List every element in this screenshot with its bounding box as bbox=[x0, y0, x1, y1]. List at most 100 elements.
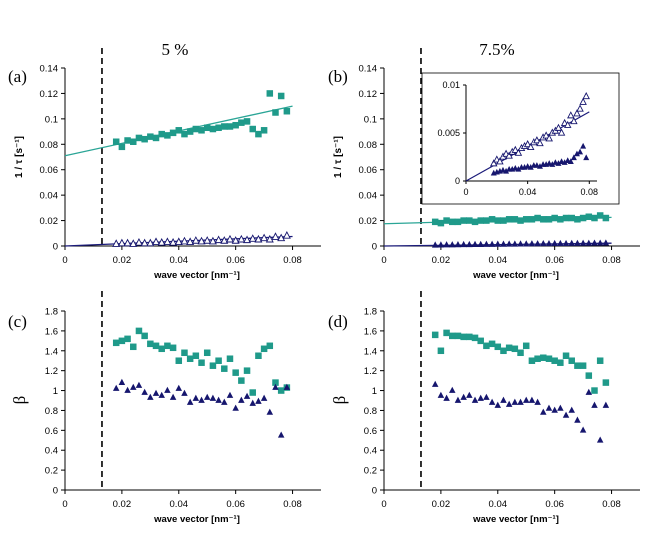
inset-point-b-0-27 bbox=[573, 109, 581, 117]
point-b-0-15 bbox=[517, 217, 524, 224]
point-a-1-29 bbox=[277, 233, 286, 242]
point-c-0-28 bbox=[272, 379, 279, 386]
point-a-0-13 bbox=[186, 128, 194, 135]
inset-frame-b bbox=[421, 72, 620, 205]
point-b-1-15 bbox=[517, 240, 524, 247]
point-c-0-17 bbox=[209, 362, 217, 369]
point-b-1-21 bbox=[551, 239, 558, 247]
point-a-1-15 bbox=[197, 236, 206, 245]
point-b-0-20 bbox=[545, 216, 553, 223]
point-a-1-1 bbox=[117, 238, 126, 247]
point-c-0-0 bbox=[112, 339, 120, 347]
point-c-1-8 bbox=[158, 391, 165, 398]
point-a-1-27 bbox=[265, 234, 274, 243]
point-a-1-26 bbox=[260, 233, 269, 242]
point-d-1-19 bbox=[540, 408, 547, 415]
point-a-1-30 bbox=[282, 231, 291, 239]
point-a-0-4 bbox=[135, 134, 143, 142]
point-b-1-5 bbox=[460, 240, 467, 248]
inset-point-b-0-28 bbox=[576, 104, 584, 112]
point-b-1-24 bbox=[568, 239, 575, 246]
point-d-1-0 bbox=[431, 380, 439, 387]
point-d-1-5 bbox=[460, 393, 467, 400]
x-tick-label-c-0: 0 bbox=[62, 499, 67, 510]
point-c-0-10 bbox=[169, 344, 177, 352]
panel-label-b: (b) bbox=[328, 67, 348, 86]
point-b-1-19 bbox=[540, 240, 547, 247]
y-axis-label-c: β bbox=[10, 396, 29, 405]
point-b-1-12 bbox=[500, 240, 507, 247]
point-b-1-0 bbox=[431, 241, 439, 248]
point-a-0-16 bbox=[203, 124, 211, 132]
point-a-0-15 bbox=[198, 127, 205, 134]
x-tick-label-d-0: 0 bbox=[381, 499, 386, 510]
point-a-0-5 bbox=[141, 135, 148, 143]
point-a-1-2 bbox=[123, 238, 132, 247]
point-d-1-1 bbox=[437, 391, 445, 398]
x-tick-label-a-3: 0.06 bbox=[226, 255, 245, 266]
x-axis-label-b: wave vector [nm⁻¹] bbox=[472, 270, 559, 281]
point-d-0-15 bbox=[517, 349, 524, 357]
point-b-0-13 bbox=[505, 216, 513, 223]
point-c-0-15 bbox=[198, 359, 205, 366]
inset-point-b-1-26 bbox=[570, 154, 577, 161]
point-b-1-6 bbox=[466, 240, 473, 248]
y-tick-label-c-3: 0.6 bbox=[45, 426, 58, 437]
panel-label-d: (d) bbox=[328, 312, 348, 331]
x-tick-label-d-2: 0.04 bbox=[489, 499, 508, 510]
point-b-0-8 bbox=[477, 217, 484, 224]
point-c-0-11 bbox=[175, 357, 183, 364]
point-d-1-7 bbox=[471, 396, 479, 403]
inset-point-b-1-4 bbox=[503, 167, 510, 174]
point-a-1-7 bbox=[152, 237, 161, 245]
point-d-0-26 bbox=[579, 362, 587, 369]
inset-point-b-1-27 bbox=[573, 150, 580, 157]
point-a-0-0 bbox=[112, 138, 120, 145]
point-b-0-22 bbox=[557, 216, 564, 223]
inset-y-tick-label-b-1: 0.005 bbox=[437, 128, 460, 138]
point-d-1-11 bbox=[494, 401, 502, 408]
point-b-1-16 bbox=[522, 240, 530, 247]
inset-point-b-0-25 bbox=[567, 111, 575, 119]
point-b-1-1 bbox=[437, 241, 445, 248]
x-tick-label-d-3: 0.06 bbox=[545, 499, 564, 510]
point-c-0-19 bbox=[221, 365, 228, 372]
point-b-1-28 bbox=[591, 239, 598, 246]
point-a-1-20 bbox=[225, 234, 234, 243]
point-c-0-21 bbox=[232, 369, 239, 376]
point-d-0-2 bbox=[443, 329, 450, 337]
inset-point-b-1-30 bbox=[583, 154, 590, 161]
point-a-0-22 bbox=[238, 119, 245, 126]
point-d-0-28 bbox=[591, 387, 598, 394]
y-tick-label-b-0: 0 bbox=[372, 242, 377, 253]
x-tick-label-d-1: 0.02 bbox=[432, 499, 451, 510]
y-tick-label-d-0: 0 bbox=[372, 486, 377, 497]
point-a-1-24 bbox=[248, 234, 257, 242]
point-c-1-23 bbox=[243, 392, 251, 399]
point-d-0-1 bbox=[437, 347, 445, 355]
point-c-0-27 bbox=[266, 342, 274, 350]
x-tick-label-b-0: 0 bbox=[381, 255, 386, 266]
x-tick-label-a-2: 0.04 bbox=[170, 255, 189, 266]
point-c-1-5 bbox=[141, 388, 148, 395]
point-a-1-18 bbox=[214, 235, 223, 244]
y-tick-label-c-1: 0.2 bbox=[45, 466, 58, 477]
point-d-0-10 bbox=[488, 340, 496, 348]
point-b-1-20 bbox=[545, 240, 553, 247]
point-a-1-21 bbox=[231, 236, 240, 244]
point-a-0-24 bbox=[249, 125, 256, 133]
point-c-0-14 bbox=[192, 352, 200, 359]
point-c-1-26 bbox=[260, 394, 268, 401]
point-a-1-12 bbox=[180, 236, 189, 245]
y-tick-label-c-2: 0.4 bbox=[45, 446, 58, 457]
point-c-0-7 bbox=[152, 342, 160, 350]
y-tick-label-d-6: 1.2 bbox=[364, 366, 377, 377]
point-d-0-23 bbox=[562, 352, 570, 359]
point-a-1-22 bbox=[237, 234, 246, 243]
y-axis-label-b: 1 / τ [s⁻¹] bbox=[333, 136, 344, 178]
x-tick-label-a-4: 0.08 bbox=[283, 255, 302, 266]
x-tick-label-b-4: 0.08 bbox=[602, 255, 621, 266]
inset-y-tick-label-b-0: 0 bbox=[455, 176, 460, 186]
point-d-1-8 bbox=[477, 394, 484, 401]
panel-label-a: (a) bbox=[8, 67, 27, 86]
